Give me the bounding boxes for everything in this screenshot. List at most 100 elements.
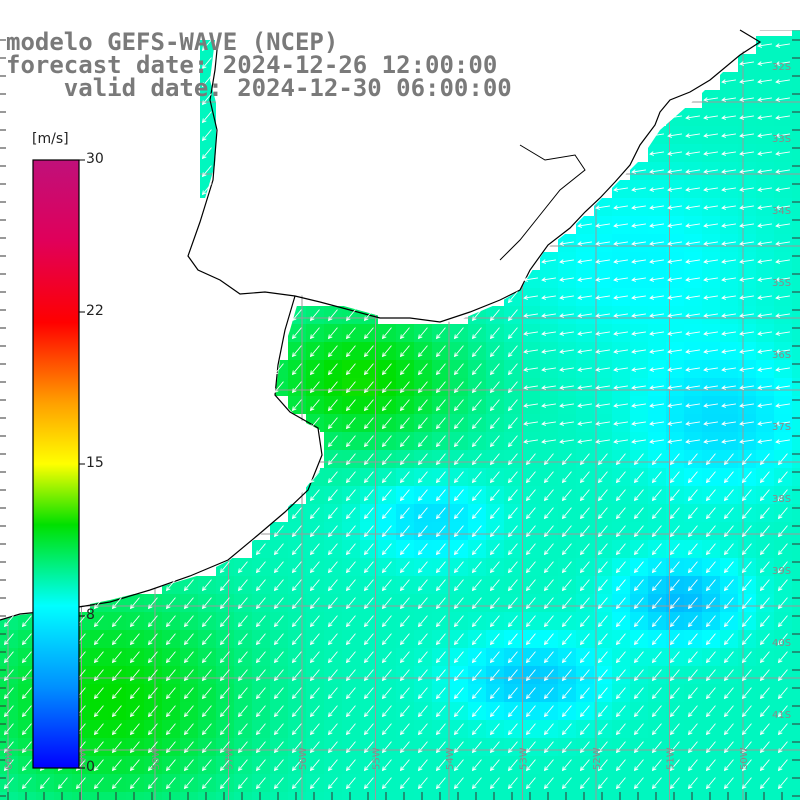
wind-arrow [739, 79, 754, 84]
wind-arrow [757, 61, 772, 66]
wind-arrow [757, 97, 772, 102]
wind-arrow [631, 187, 646, 192]
lat-label: 32S [772, 62, 791, 73]
wind-cell [792, 252, 800, 270]
wind-cell [792, 36, 800, 54]
wind-arrow [757, 241, 772, 246]
wind-arrow [595, 295, 610, 300]
land-area-north [0, 0, 800, 322]
wind-arrow [201, 147, 212, 160]
lon-label: 50W [739, 747, 750, 770]
wind-arrow [703, 205, 718, 210]
border-line [499, 144, 586, 261]
wind-cell [684, 792, 702, 800]
wind-arrow [559, 241, 574, 246]
wind-arrow [541, 277, 556, 282]
wind-arrow [775, 133, 790, 138]
wind-cell [594, 792, 612, 800]
wind-cell [792, 594, 800, 612]
wind-cell [792, 342, 800, 360]
wind-arrow [775, 169, 790, 174]
wind-arrow [327, 309, 338, 322]
wind-cell [180, 792, 198, 800]
wind-arrow [471, 309, 482, 322]
wind-arrow [649, 277, 664, 282]
wind-arrow [739, 61, 754, 66]
wind-cell [144, 792, 162, 800]
wind-cell [792, 468, 800, 486]
wind-arrow [703, 223, 718, 228]
wind-cell [792, 576, 800, 594]
wind-arrow [703, 187, 718, 192]
wind-arrow [201, 93, 212, 106]
wind-cell [396, 792, 414, 800]
wind-arrow [739, 241, 754, 246]
wind-arrow [631, 241, 646, 246]
lat-label: 37S [772, 422, 791, 433]
wind-cell [792, 612, 800, 630]
wind-cell [702, 792, 720, 800]
wind-cell [792, 54, 800, 72]
wind-arrow [739, 205, 754, 210]
wind-arrow [507, 291, 518, 304]
wind-arrow [559, 295, 574, 300]
wind-arrow [757, 205, 772, 210]
wind-arrow [775, 61, 790, 66]
wind-arrow [649, 205, 664, 210]
wind-arrow [595, 241, 610, 246]
wind-arrow [757, 295, 772, 300]
lat-label: 38S [772, 494, 791, 505]
wind-arrow [703, 151, 718, 156]
wind-arrow [775, 79, 790, 84]
wind-arrow [577, 295, 592, 300]
lon-label: 53W [519, 747, 530, 770]
wind-cell [270, 792, 288, 800]
wind-arrow [649, 223, 664, 228]
wind-arrows [3, 39, 790, 790]
lon-label: 56W [298, 747, 309, 770]
wind-cell [198, 792, 216, 800]
wind-arrow [775, 241, 790, 246]
wind-arrow [595, 313, 610, 318]
wind-arrow [577, 241, 592, 246]
wind-arrow [631, 169, 646, 174]
lon-label: 57W [225, 747, 236, 770]
colorbar-tick-22: 22 [86, 303, 104, 319]
wind-arrow [595, 277, 610, 282]
wind-arrow [577, 277, 592, 282]
wind-cell [486, 792, 504, 800]
wind-arrow [721, 223, 736, 228]
wind-arrow [559, 259, 574, 264]
wind-arrow [541, 313, 556, 318]
wind-cell [738, 792, 756, 800]
colorbar-tick-30: 30 [86, 151, 104, 167]
wind-cell [792, 216, 800, 234]
lat-label: 41S [772, 710, 791, 721]
wind-arrow [291, 309, 302, 322]
wind-arrow [685, 205, 700, 210]
wind-arrow [667, 205, 682, 210]
wind-arrow [507, 309, 518, 322]
wind-cell [792, 378, 800, 396]
wind-cell [378, 792, 396, 800]
wind-arrow [613, 259, 628, 264]
wind-arrow [775, 205, 790, 210]
wind-arrow [667, 259, 682, 264]
wind-arrow [559, 277, 574, 282]
wind-arrow [775, 277, 790, 282]
wind-cell [630, 792, 648, 800]
wind-arrow [649, 169, 664, 174]
wind-cell [792, 162, 800, 180]
wind-arrow [685, 169, 700, 174]
wind-arrow [489, 309, 500, 322]
wind-arrow [721, 241, 736, 246]
wind-cell [792, 522, 800, 540]
wind-arrow [721, 151, 736, 156]
wind-arrow [685, 295, 700, 300]
wind-cell [792, 558, 800, 576]
wind-arrow [523, 277, 538, 282]
coastline [0, 29, 762, 621]
wind-arrow [685, 241, 700, 246]
wind-arrow [721, 133, 736, 138]
wind-cell [792, 414, 800, 432]
